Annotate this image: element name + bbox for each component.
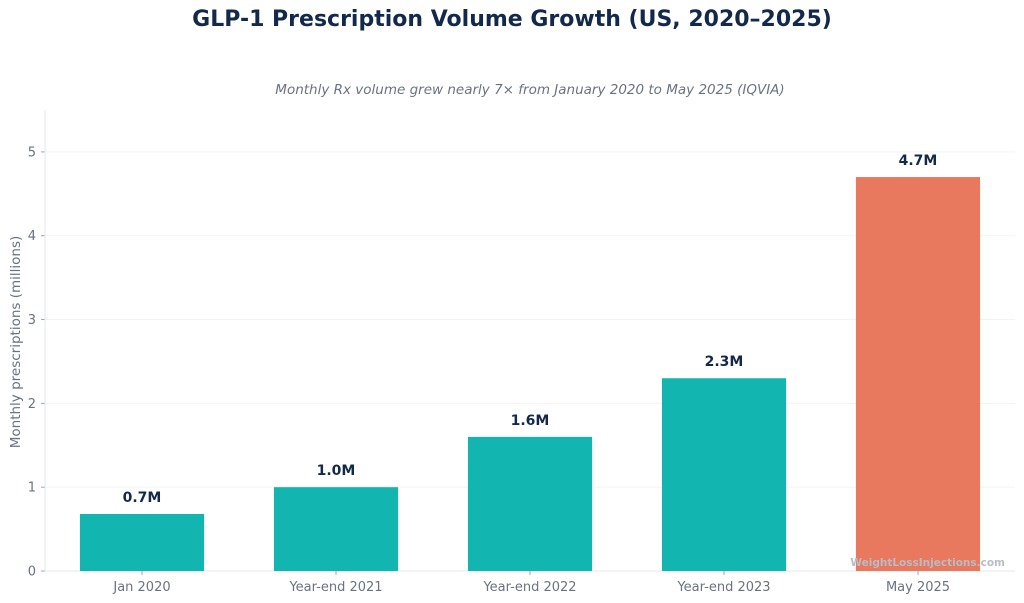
x-tick-label: Jan 2020: [112, 580, 170, 595]
chart-subtitle: Monthly Rx volume grew nearly 7× from Ja…: [275, 82, 784, 98]
bar-year-end-2023: [661, 378, 787, 571]
y-tick-label: 3: [28, 313, 36, 328]
data-label: 1.6M: [511, 413, 550, 429]
chart-title: GLP-1 Prescription Volume Growth (US, 20…: [192, 7, 832, 32]
y-tick-label: 4: [28, 229, 36, 244]
data-label: 2.3M: [705, 354, 744, 370]
grid-lines: [45, 151, 1015, 488]
data-labels: 0.7M 1.0M 1.6M 2.3M 4.7M: [123, 153, 938, 506]
y-tick-label: 2: [28, 397, 36, 412]
watermark: WeightLossInjections.com: [850, 557, 1005, 569]
x-tick-label: Year-end 2021: [288, 580, 382, 595]
x-tick-label: Year-end 2022: [482, 580, 576, 595]
x-tick-label: Year-end 2023: [676, 580, 770, 595]
axes: 0 1 2 3 4 5 Jan 2020 Year-end 2021 Year-end 2022…: [28, 110, 1015, 595]
data-label: 4.7M: [899, 153, 938, 169]
data-label: 1.0M: [317, 463, 356, 479]
bar-year-end-2021: [273, 487, 399, 571]
bars: [79, 177, 981, 571]
y-tick-label: 0: [28, 565, 36, 580]
bar-year-end-2022: [467, 436, 593, 571]
bar-may-2025: [855, 177, 981, 571]
y-tick-label: 1: [28, 481, 36, 496]
y-tick-label: 5: [28, 145, 36, 160]
bar-jan-2020: [79, 514, 205, 571]
x-tick-label: May 2025: [886, 580, 950, 595]
y-axis-label: Monthly prescriptions (millions): [8, 236, 24, 449]
data-label: 0.7M: [123, 490, 162, 506]
